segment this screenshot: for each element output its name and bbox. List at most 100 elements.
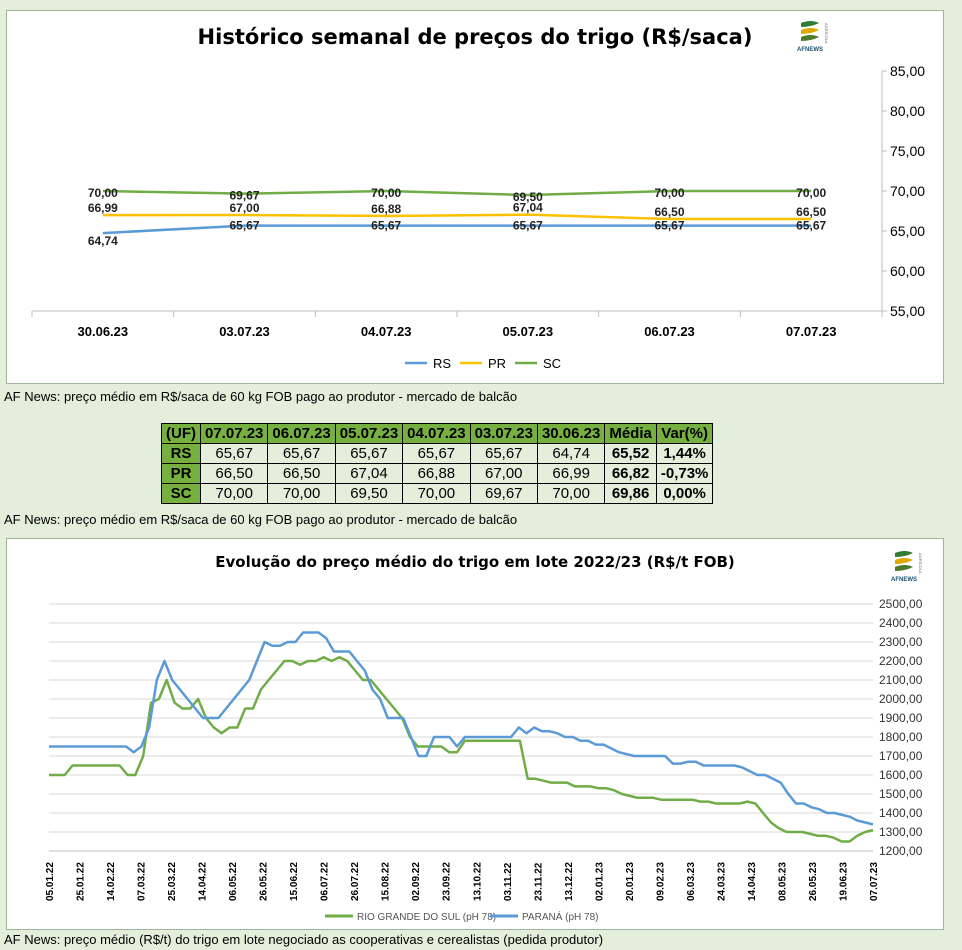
table-header-cell: 30.06.23 bbox=[536, 423, 606, 444]
weekly-price-chart-panel: Histórico semanal de preços do trigo (R$… bbox=[6, 10, 944, 384]
y-tick-label: 2400,00 bbox=[879, 616, 923, 630]
y-tick-label: 2500,00 bbox=[879, 597, 923, 611]
x-tick-label: 15.06.22 bbox=[289, 862, 300, 901]
x-tick-label: 09.02.23 bbox=[655, 862, 666, 901]
x-tick-label: 23.09.22 bbox=[442, 862, 453, 901]
y-tick-label: 55,00 bbox=[890, 303, 925, 319]
afnews-logo-icon: AFNEWS AGRÍCOLA bbox=[891, 551, 923, 583]
legend-label-rs: RS bbox=[433, 356, 451, 371]
x-tick-label: 23.11.22 bbox=[533, 862, 544, 901]
source-caption-3: AF News: preço médio (R$/t) do trigo em … bbox=[4, 932, 604, 947]
data-label-rs: 65,67 bbox=[371, 219, 401, 233]
table-row-uf: PR bbox=[161, 463, 201, 484]
x-tick-label: 30.06.23 bbox=[78, 324, 129, 339]
x-tick-label: 06.07.22 bbox=[320, 862, 331, 901]
table-cell: -0,73% bbox=[655, 463, 714, 484]
legend-label-pr: PR bbox=[488, 356, 506, 371]
x-tick-label: 24.03.23 bbox=[716, 862, 727, 901]
table-header-cell: (UF) bbox=[161, 423, 201, 444]
table-cell: 69,86 bbox=[604, 483, 657, 504]
data-label-pr: 67,00 bbox=[229, 201, 259, 215]
x-tick-label: 19.06.23 bbox=[838, 862, 849, 901]
x-tick-label: 06.03.23 bbox=[686, 862, 697, 901]
data-label-sc: 69,67 bbox=[229, 189, 259, 203]
data-label-sc: 70,00 bbox=[88, 186, 118, 200]
data-label-pr: 66,50 bbox=[654, 205, 684, 219]
table-cell: 64,74 bbox=[536, 443, 606, 464]
x-tick-label: 05.07.23 bbox=[503, 324, 554, 339]
x-tick-label: 07.07.23 bbox=[786, 324, 837, 339]
lot-line-chart: 1200,00 1300,00 1400,00 1500,00 1600,00 1700,… bbox=[45, 597, 923, 923]
x-tick-label: 15.08.22 bbox=[381, 862, 392, 901]
data-label-sc: 70,00 bbox=[371, 186, 401, 200]
y-tick-label: 2300,00 bbox=[879, 635, 923, 649]
svg-text:AFNEWS: AFNEWS bbox=[891, 577, 917, 583]
x-tick-label: 04.07.23 bbox=[361, 324, 412, 339]
table-row: RS 65,67 65,67 65,67 65,67 65,67 64,74 65,52 1,4… bbox=[161, 443, 714, 464]
legend-label-sc: SC bbox=[543, 356, 561, 371]
legend-label: RIO GRANDE DO SUL (pH 78) bbox=[357, 912, 496, 923]
table-header-cell: 06.07.23 bbox=[267, 423, 336, 444]
table-cell: 65,67 bbox=[267, 443, 336, 464]
y-tick-label: 1900,00 bbox=[879, 711, 923, 725]
y-tick-label: 2100,00 bbox=[879, 673, 923, 687]
table-cell: 66,88 bbox=[402, 463, 471, 484]
table-header-cell: Var(%) bbox=[655, 423, 714, 444]
x-tick-label: 26.05.22 bbox=[259, 862, 270, 901]
table-cell: 66,50 bbox=[267, 463, 336, 484]
y-tick-label: 1500,00 bbox=[879, 787, 923, 801]
y-tick-label: 1800,00 bbox=[879, 730, 923, 744]
table-row-uf: RS bbox=[161, 443, 201, 464]
lot-price-chart-panel: Evolução do preço médio do trigo em lote… bbox=[6, 538, 944, 930]
x-tick-label: 02.09.22 bbox=[411, 862, 422, 901]
table-cell: 65,67 bbox=[469, 443, 538, 464]
x-tick-label: 03.07.23 bbox=[219, 324, 270, 339]
data-label-sc: 69,50 bbox=[513, 190, 543, 204]
x-tick-label: 13.10.22 bbox=[472, 862, 483, 901]
data-label-rs: 65,67 bbox=[654, 219, 684, 233]
y-tick-label: 60,00 bbox=[890, 263, 925, 279]
series-line-parana bbox=[49, 631, 874, 826]
table-cell: 70,00 bbox=[402, 483, 471, 504]
x-tick-label: 08.05.23 bbox=[777, 862, 788, 901]
y-tick-label: 80,00 bbox=[890, 103, 925, 119]
x-tick-label: 14.04.22 bbox=[198, 862, 209, 901]
table-cell: 1,44% bbox=[655, 443, 714, 464]
x-tick-label: 06.05.22 bbox=[228, 862, 239, 901]
table-header-cell: 04.07.23 bbox=[402, 423, 471, 444]
table-header-row: (UF) 07.07.23 06.07.23 05.07.23 04.07.23 03.0… bbox=[161, 423, 714, 444]
y-tick-label: 75,00 bbox=[890, 143, 925, 159]
table-cell: 67,00 bbox=[469, 463, 538, 484]
x-tick-label: 26.07.22 bbox=[350, 862, 361, 901]
data-label-pr: 67,04 bbox=[513, 201, 543, 215]
table-row: SC 70,00 70,00 69,50 70,00 69,67 70,00 69,86 0,0… bbox=[161, 483, 714, 504]
table-header-cell: 07.07.23 bbox=[199, 423, 269, 444]
source-caption-2: AF News: preço médio em R$/saca de 60 kg… bbox=[4, 512, 518, 527]
weekly-line-chart: 55,00 60,00 65,00 70,00 75,00 80,00 85,00 30.06… bbox=[31, 63, 925, 371]
series-line-rio-grande-do-sul bbox=[49, 655, 874, 843]
x-tick-label: 05.01.22 bbox=[45, 862, 56, 901]
x-tick-label: 07.03.22 bbox=[137, 862, 148, 901]
table-cell: 70,00 bbox=[536, 483, 606, 504]
table-row-uf: SC bbox=[161, 483, 201, 504]
chart-title-lot: Evolução do preço médio do trigo em lote… bbox=[215, 553, 735, 571]
y-tick-label: 65,00 bbox=[890, 223, 925, 239]
x-tick-label: 25.01.22 bbox=[76, 862, 87, 901]
x-tick-label: 13.12.22 bbox=[564, 862, 575, 901]
y-tick-label: 1400,00 bbox=[879, 806, 923, 820]
afnews-logo-icon: AFNEWS AGRÍCOLA bbox=[797, 21, 829, 53]
series-line-rs bbox=[102, 224, 812, 235]
svg-text:AGRÍCOLA: AGRÍCOLA bbox=[918, 553, 923, 574]
x-tick-label: 14.04.23 bbox=[747, 862, 758, 901]
y-tick-label: 85,00 bbox=[890, 63, 925, 79]
data-label-rs: 65,67 bbox=[229, 219, 259, 233]
data-label-pr: 66,50 bbox=[796, 205, 826, 219]
x-tick-label: 07.07.23 bbox=[869, 862, 880, 901]
x-tick-label: 03.11.22 bbox=[503, 862, 514, 901]
table-cell: 65,67 bbox=[334, 443, 404, 464]
y-tick-label: 1600,00 bbox=[879, 768, 923, 782]
table-header-cell: Média bbox=[604, 423, 657, 444]
series-line-sc bbox=[102, 189, 812, 197]
x-tick-label: 14.02.22 bbox=[106, 862, 117, 901]
y-tick-label: 1700,00 bbox=[879, 749, 923, 763]
